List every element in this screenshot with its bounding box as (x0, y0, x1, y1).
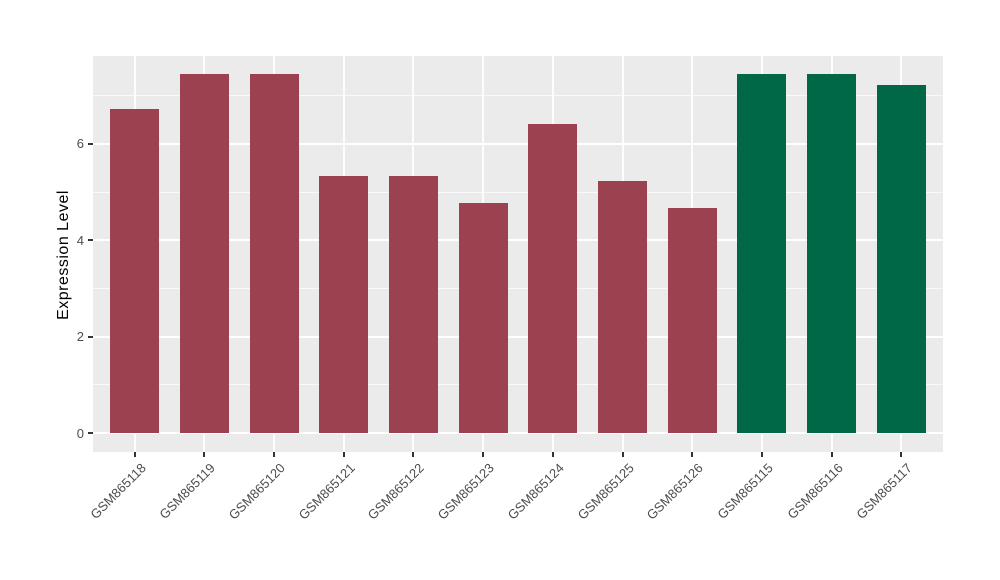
y-tick-mark (88, 335, 93, 338)
bar-GSM865123 (458, 203, 508, 434)
x-tick-mark (900, 452, 903, 457)
x-tick-mark (621, 452, 624, 457)
bar-GSM865126 (667, 208, 717, 434)
major-gridline (93, 335, 943, 338)
x-tick-mark (203, 452, 206, 457)
x-tick-mark (551, 452, 554, 457)
major-gridline (93, 432, 943, 435)
y-tick-label: 4 (76, 232, 84, 248)
major-gridline (93, 142, 943, 145)
bar-GSM865115 (737, 74, 787, 434)
x-tick-mark (482, 452, 485, 457)
bar-GSM865117 (876, 84, 926, 434)
plot-panel (93, 56, 943, 452)
minor-gridline (93, 191, 943, 193)
y-tick-mark (88, 432, 93, 435)
bar-GSM865119 (180, 74, 229, 434)
x-tick-mark (830, 452, 833, 457)
x-tick-mark (133, 452, 136, 457)
x-tick-mark (273, 452, 276, 457)
x-tick-mark (760, 452, 763, 457)
y-tick-label: 6 (76, 136, 84, 152)
y-tick-label: 2 (76, 329, 84, 345)
bar-GSM865116 (807, 74, 856, 434)
y-tick-mark (88, 239, 93, 242)
bar-GSM865124 (528, 124, 578, 434)
x-tick-mark (342, 452, 345, 457)
bar-GSM865121 (319, 175, 369, 434)
y-tick-label: 0 (76, 425, 84, 441)
bar-GSM865120 (249, 74, 299, 434)
minor-gridline (93, 384, 943, 386)
bar-GSM865125 (598, 181, 647, 434)
bar-GSM865122 (389, 175, 438, 434)
minor-gridline (93, 287, 943, 289)
y-axis-title: Expression Level (55, 190, 72, 320)
bar-GSM865118 (110, 108, 160, 434)
x-tick-mark (412, 452, 415, 457)
y-tick-mark (88, 142, 93, 145)
minor-gridline (93, 95, 943, 97)
major-gridline (93, 239, 943, 242)
x-tick-mark (691, 452, 694, 457)
